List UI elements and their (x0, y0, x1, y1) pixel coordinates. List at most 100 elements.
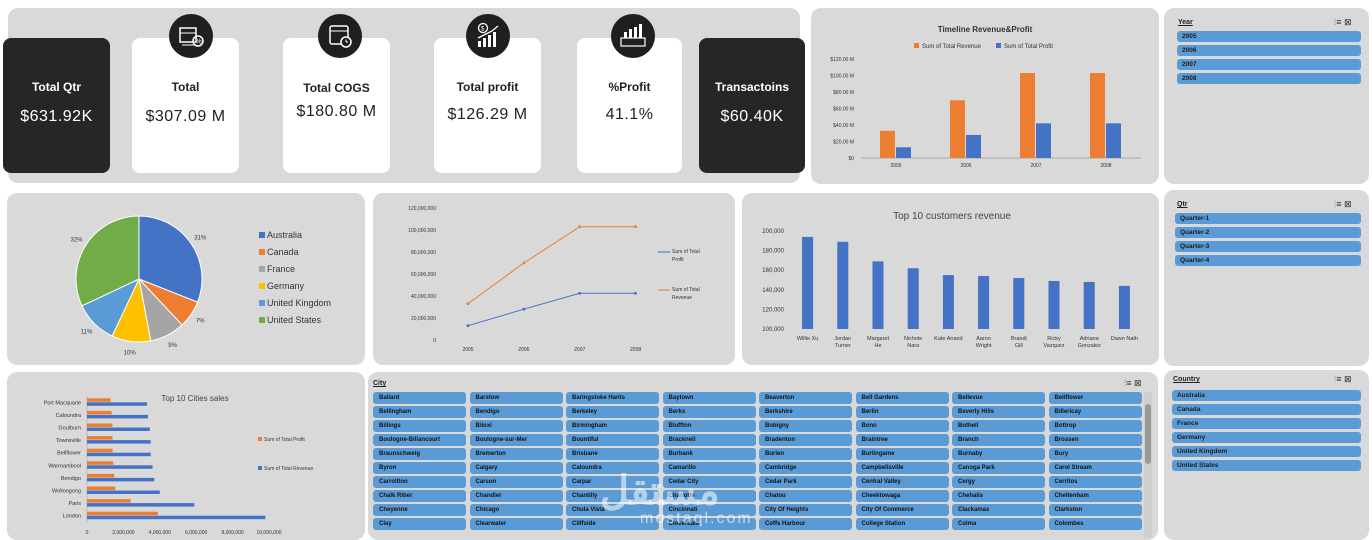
city-slicer-item[interactable]: Bendigo (469, 406, 563, 418)
year-slicer-item[interactable]: 2006 (1177, 45, 1361, 56)
city-slicer-item[interactable]: Carpar (566, 476, 659, 488)
city-slicer-item[interactable]: Berlin (855, 406, 949, 418)
country-slicer-item[interactable]: United States (1172, 460, 1361, 471)
city-slicer-item[interactable]: Cincinnati (662, 504, 756, 516)
country-slicer-item[interactable]: France (1172, 418, 1361, 429)
city-scroll-thumb[interactable] (1145, 404, 1151, 464)
city-slicer-item[interactable]: Cerritos (1048, 476, 1142, 488)
city-slicer-item[interactable]: Bobigny (759, 420, 852, 432)
city-slicer-item[interactable]: Bothell (952, 420, 1045, 432)
city-slicer-item[interactable]: Cloverdale (662, 518, 756, 530)
city-slicer-item[interactable]: Berks (662, 406, 756, 418)
city-slicer-item[interactable]: Bradenton (759, 434, 852, 446)
qtr-slicer-item[interactable]: Quarter-4 (1175, 255, 1361, 266)
city-slicer-item[interactable]: Chantilly (566, 490, 659, 502)
city-slicer-item[interactable]: Bellevue (952, 392, 1045, 404)
city-slicer-item[interactable]: Chandler (469, 490, 563, 502)
city-slicer-item[interactable]: Burlingame (855, 448, 949, 460)
city-slicer-item[interactable]: Calgary (469, 462, 563, 474)
city-slicer-item[interactable]: Carson (469, 476, 563, 488)
city-slicer-item[interactable]: Braunschweig (373, 448, 466, 460)
city-slicer-item[interactable]: Billericay (1048, 406, 1142, 418)
city-slicer-item[interactable]: City Of Heights (759, 504, 852, 516)
city-slicer-item[interactable]: Cedar City (662, 476, 756, 488)
city-slicer-item[interactable]: Central Valley (855, 476, 949, 488)
city-slicer-item[interactable]: Carrollton (373, 476, 466, 488)
city-slicer-item[interactable]: Berkshire (759, 406, 852, 418)
city-slicer-item[interactable]: Bonn (855, 420, 949, 432)
city-slicer-item[interactable]: Brisbane (566, 448, 659, 460)
city-slicer-item[interactable]: Baytown (662, 392, 756, 404)
city-slicer-item[interactable]: Bluffton (662, 420, 756, 432)
city-slicer-item[interactable]: Bury (1048, 448, 1142, 460)
city-slicer-item[interactable]: Camarillo (662, 462, 756, 474)
city-slicer-item[interactable]: Chalk Riber (373, 490, 466, 502)
city-slicer-item[interactable]: Cliffside (566, 518, 659, 530)
city-slicer-item[interactable]: College Station (855, 518, 949, 530)
city-slicer-item[interactable]: Braintree (855, 434, 949, 446)
country-slicer-item[interactable]: Canada (1172, 404, 1361, 415)
city-slicer-item[interactable]: Chehalis (952, 490, 1045, 502)
city-slicer-item[interactable]: Cergy (952, 476, 1045, 488)
city-slicer-item[interactable]: Bottrop (1048, 420, 1142, 432)
city-slicer-item[interactable]: Bremerton (469, 448, 563, 460)
city-slicer-item[interactable]: Berkeley (566, 406, 659, 418)
city-slicer-item[interactable]: Byron (373, 462, 466, 474)
city-slicer-item[interactable]: Ballard (373, 392, 466, 404)
city-scrollbar[interactable] (1144, 392, 1152, 538)
year-slicer-item[interactable]: 2008 (1177, 73, 1361, 84)
city-slicer-item[interactable]: Bell Gardens (855, 392, 949, 404)
city-slicer-item[interactable]: Chula Vista (566, 504, 659, 516)
country-slicer-item[interactable]: Australia (1172, 390, 1361, 401)
country-slicer-tools[interactable]: ⫶≡ ⊠ (1334, 374, 1352, 384)
city-slicer-item[interactable]: Campbellsville (855, 462, 949, 474)
year-slicer-item[interactable]: 2005 (1177, 31, 1361, 42)
year-slicer-item[interactable]: 2007 (1177, 59, 1361, 70)
city-slicer-item[interactable]: Clearwater (469, 518, 563, 530)
city-slicer-item[interactable]: City Of Commerce (855, 504, 949, 516)
city-slicer-item[interactable]: Clackamas (952, 504, 1045, 516)
city-slicer-item[interactable]: Beverly Hills (952, 406, 1045, 418)
city-slicer-item[interactable]: Colombes (1048, 518, 1142, 530)
city-slicer-item[interactable]: Burbank (662, 448, 756, 460)
year-slicer-tools[interactable]: ⫶≡ ⊠ (1334, 17, 1352, 27)
city-slicer-item[interactable]: Clay (373, 518, 466, 530)
city-slicer-item[interactable]: Bountiful (566, 434, 659, 446)
city-slicer-item[interactable]: Chicago (469, 504, 563, 516)
city-slicer-item[interactable]: Burnaby (952, 448, 1045, 460)
city-slicer-item[interactable]: Boulogne-Billancourt (373, 434, 466, 446)
qtr-slicer-item[interactable]: Quarter-2 (1175, 227, 1361, 238)
qtr-slicer-item[interactable]: Quarter-1 (1175, 213, 1361, 224)
city-slicer-item[interactable]: Branch (952, 434, 1045, 446)
city-slicer-item[interactable]: Boulogne-sur-Mer (469, 434, 563, 446)
city-slicer-item[interactable]: Burien (759, 448, 852, 460)
city-slicer-item[interactable]: Barstow (469, 392, 563, 404)
country-slicer-item[interactable]: Germany (1172, 432, 1361, 443)
city-slicer-item[interactable]: Caloundra (566, 462, 659, 474)
city-slicer-item[interactable]: Baringstoke Hants (566, 392, 659, 404)
city-slicer-item[interactable]: Chatou (759, 490, 852, 502)
qtr-slicer-tools[interactable]: ⫶≡ ⊠ (1334, 199, 1352, 209)
city-slicer-item[interactable]: Cheyenne (373, 504, 466, 516)
country-slicer-item[interactable]: United Kingdom (1172, 446, 1361, 457)
city-slicer-item[interactable]: Coffs Harbour (759, 518, 852, 530)
city-slicer-item[interactable]: Cheektowaga (855, 490, 949, 502)
city-slicer-item[interactable]: Colma (952, 518, 1045, 530)
city-slicer-item[interactable]: Brossen (1048, 434, 1142, 446)
qtr-slicer-item[interactable]: Quarter-3 (1175, 241, 1361, 252)
city-slicer-item[interactable]: Cambridge (759, 462, 852, 474)
city-slicer-item[interactable]: Clarkston (1048, 504, 1142, 516)
city-slicer-item[interactable]: Beaverton (759, 392, 852, 404)
city-slicer-item[interactable]: Canoga Park (952, 462, 1045, 474)
city-slicer-item[interactable]: Bellflower (1048, 392, 1142, 404)
city-slicer-item[interactable]: Birmingham (566, 420, 659, 432)
city-slicer-item[interactable]: Cedar Park (759, 476, 852, 488)
city-slicer-item[interactable]: Biloxi (469, 420, 563, 432)
city-slicer-item[interactable]: Charlotte (662, 490, 756, 502)
city-slicer-item[interactable]: Bellingham (373, 406, 466, 418)
city-slicer-item[interactable]: Cheltenham (1048, 490, 1142, 502)
city-slicer-tools[interactable]: ⫶≡ ⊠ (1124, 378, 1142, 388)
city-slicer-item[interactable]: Billings (373, 420, 466, 432)
city-slicer-item[interactable]: Carol Stream (1048, 462, 1142, 474)
city-slicer-item[interactable]: Bracknell (662, 434, 756, 446)
